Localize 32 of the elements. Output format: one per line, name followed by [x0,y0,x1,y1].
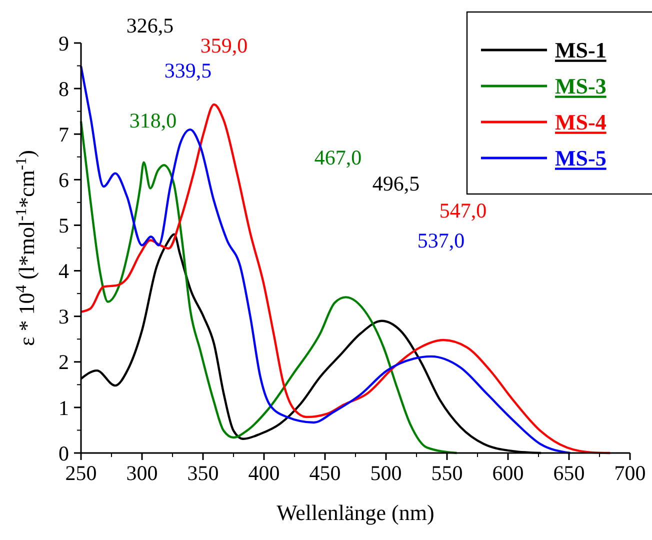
y-tick-label: 2 [58,350,69,374]
x-tick-label: 400 [248,461,280,485]
legend-label: MS-4 [555,110,606,135]
y-tick-label: 3 [58,304,69,329]
x-tick-label: 500 [370,461,402,485]
legend-label: MS-1 [555,38,606,63]
line-series [80,103,612,454]
x-tick-label: 450 [309,461,341,485]
text: 326,5 [126,13,174,38]
annotation: 467,0 [314,145,362,170]
annotation: 339,5 [164,58,212,82]
x-tick-label: 350 [187,461,219,485]
y-tick-label: 1 [58,396,69,420]
y-tick-label: 8 [58,76,69,101]
annotation: 318,0 [129,108,177,132]
annotation: 537,0 [417,228,465,252]
x-tick-label: 550 [431,461,463,485]
annotation: 359,0 [200,33,248,58]
x-tick-label: 650 [553,461,585,485]
x-tick-label: 600 [492,461,524,485]
y-tick-label: 9 [58,31,69,56]
x-axis-title: Wellenlänge (nm) [276,500,434,525]
annotation: 547,0 [439,198,487,222]
y-tick-label: 6 [58,168,69,192]
y-tick-label: 5 [58,214,69,238]
x-tick-label: 700 [614,461,646,485]
x-tick-label: 300 [126,461,158,485]
legend-label: MS-3 [555,74,606,99]
y-tick-label: 7 [58,122,69,146]
y-tick-label: 4 [58,259,70,284]
legend-label: MS-5 [555,146,606,171]
annotation: 496,5 [372,171,420,196]
